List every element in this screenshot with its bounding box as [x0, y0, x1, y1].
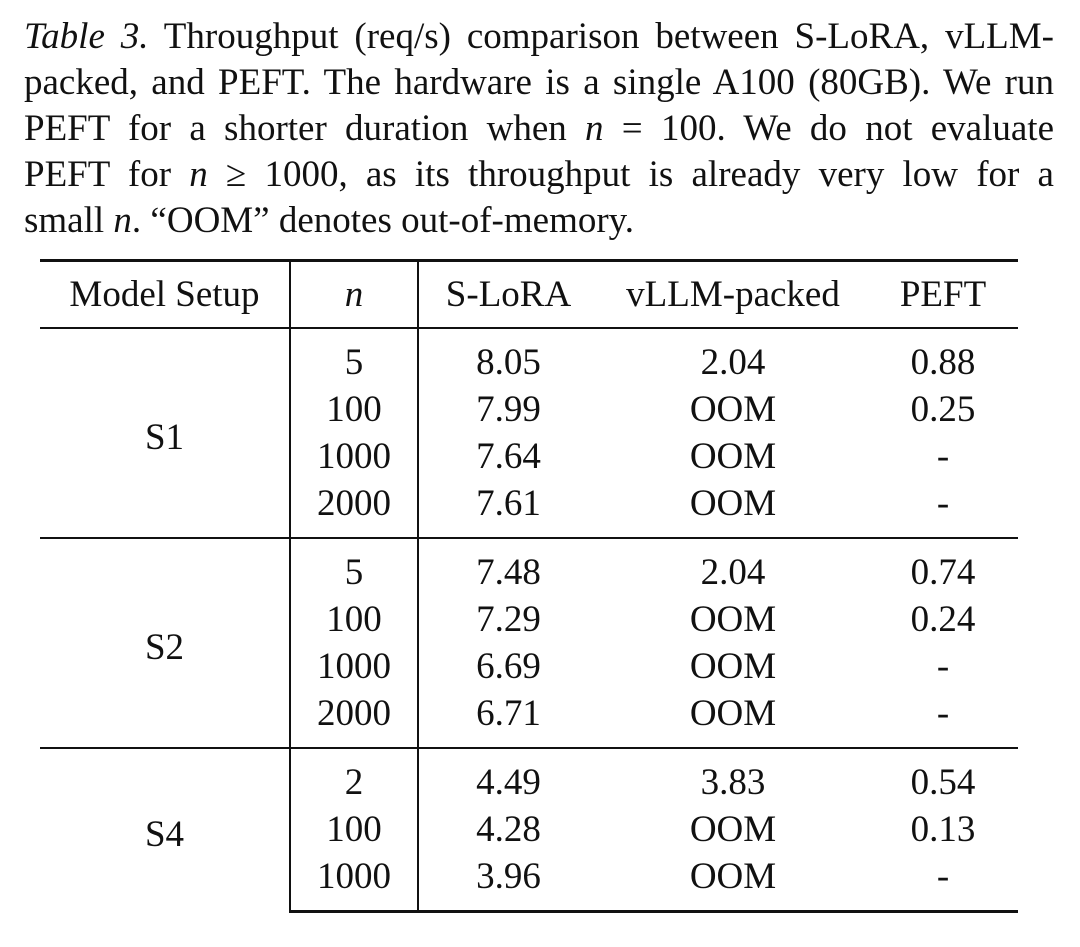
caption-math-100: 100 [660, 108, 717, 149]
vllm-cell: OOM [689, 645, 777, 687]
caption-math-eq: = [603, 108, 661, 149]
slora-cell: 7.48 [418, 536, 598, 596]
caption-text-5: small [24, 200, 114, 241]
vllm-cell: OOM [689, 598, 777, 640]
caption-line-5: small n. “OOM” denotes out-of-memory. [24, 198, 1054, 244]
slora-cell: 4.28 [476, 808, 541, 850]
peft-cell: - [936, 645, 950, 687]
header-slora: S-LoRA [418, 259, 598, 329]
caption-math-n: n [113, 200, 132, 241]
peft-cell: 0.25 [910, 388, 976, 430]
table-header: Model Setup n S-LoRA vLLM-packed PEFT [40, 259, 1018, 329]
slora-cell: 7.29 [476, 598, 541, 640]
peft-cell: 0.74 [868, 536, 1018, 596]
header-row: Model Setup n S-LoRA vLLM-packed PEFT [40, 259, 1018, 329]
caption-text-2: packed, and PEFT. The hardware is a sing… [24, 62, 1054, 103]
n-cell: 100 [290, 595, 419, 643]
peft-cell: 0.54 [868, 746, 1018, 806]
model-setup-cell: S4 [40, 746, 291, 911]
n-cell: 100 [290, 385, 419, 433]
caption-text-1: Throughput (req/s) comparison between S-… [148, 16, 1055, 57]
vllm-cell: OOM [689, 482, 777, 524]
slora-cell: 6.71 [476, 692, 541, 734]
peft-cell: - [936, 482, 950, 524]
table-row: 100 7.99 OOM 0.25 [40, 385, 1018, 433]
header-model-setup: Model Setup [40, 259, 291, 329]
caption-line-2: packed, and PEFT. The hardware is a sing… [24, 60, 1054, 106]
slora-cell: 7.61 [476, 482, 541, 524]
slora-cell: 8.05 [476, 341, 541, 383]
group-s4: S4 2 4.49 3.83 0.54 100 4.28 OOM 0.13 10… [40, 746, 1018, 913]
caption-line-3: PEFT for a shorter duration when n = 100… [24, 106, 1054, 152]
n-cell: 1000 [290, 852, 419, 913]
caption-math-geq: ≥ [207, 154, 265, 195]
n-cell: 2 [290, 746, 419, 806]
header-vllm-packed: vLLM-packed [598, 259, 868, 329]
slora-cell: 3.96 [418, 852, 598, 913]
caption-text-4: PEFT for [24, 154, 190, 195]
n-cell: 100 [290, 805, 419, 853]
n-cell: 1000 [290, 642, 419, 690]
vllm-cell: OOM [689, 808, 777, 850]
n-cell: 5 [290, 327, 419, 386]
table-row: 100 4.28 OOM 0.13 [40, 805, 1018, 853]
table-row: S4 2 4.49 3.83 0.54 [40, 746, 1018, 911]
caption-math-n: n [189, 154, 208, 195]
n-cell: 1000 [290, 432, 419, 480]
table-row: 1000 3.96 OOM - [40, 852, 1018, 913]
vllm-cell: OOM [689, 388, 777, 430]
table-row: S2 5 7.48 2.04 0.74 [40, 536, 1018, 748]
caption-line-4: PEFT for n ≥ 1000, as its throughput is … [24, 152, 1054, 198]
caption-label: Table 3. [24, 16, 149, 57]
header-n: n [290, 259, 419, 329]
slora-cell: 4.49 [418, 746, 598, 806]
vllm-cell: OOM [689, 692, 777, 734]
vllm-cell: OOM [689, 435, 777, 477]
peft-cell: 0.88 [910, 341, 976, 383]
vllm-cell: 3.83 [598, 746, 868, 806]
peft-cell: 0.13 [910, 808, 976, 850]
table-row: 1000 7.64 OOM - [40, 432, 1018, 480]
throughput-table: Model Setup n S-LoRA vLLM-packed PEFT S1… [40, 259, 1018, 913]
model-setup-cell: S1 [40, 327, 291, 538]
caption-text-3: PEFT for a shorter duration when [24, 108, 586, 149]
slora-cell: 6.69 [476, 645, 541, 687]
n-cell: 2000 [290, 479, 419, 538]
vllm-cell: 2.04 [700, 341, 766, 383]
vllm-cell: OOM [598, 852, 868, 913]
peft-cell: - [936, 692, 950, 734]
caption-text-3-rest: . We do not evaluate [716, 108, 1054, 149]
n-cell: 2000 [290, 689, 419, 748]
slora-cell: 7.64 [476, 435, 541, 477]
caption-math-1000: 1000 [264, 154, 339, 195]
header-peft: PEFT [868, 259, 1018, 329]
table-row: 100 7.29 OOM 0.24 [40, 595, 1018, 643]
peft-cell: - [868, 852, 1018, 913]
table-row: 2000 6.71 OOM - [40, 689, 1018, 748]
model-setup-cell: S2 [40, 536, 291, 748]
caption-math-n: n [585, 108, 604, 149]
vllm-cell: 2.04 [598, 536, 868, 596]
caption-line-1: Table 3. Throughput (req/s) comparison b… [24, 14, 1054, 60]
peft-cell: 0.24 [910, 598, 976, 640]
table-caption: Table 3. Throughput (req/s) comparison b… [24, 14, 1054, 244]
group-s2: S2 5 7.48 2.04 0.74 100 7.29 OOM 0.24 10… [40, 536, 1018, 748]
table-row: S1 5 8.05 2.04 0.88 [40, 327, 1018, 538]
caption-text-4-rest: , as its throughput is already very low … [338, 154, 1054, 195]
caption-text-5-rest: . “OOM” denotes out-of-memory. [131, 200, 635, 241]
table-row: 1000 6.69 OOM - [40, 642, 1018, 690]
peft-cell: - [936, 435, 950, 477]
n-cell: 5 [290, 536, 419, 596]
table-row: 2000 7.61 OOM - [40, 479, 1018, 538]
slora-cell: 7.99 [476, 388, 541, 430]
group-s1: S1 5 8.05 2.04 0.88 100 7.99 OOM 0.25 10… [40, 327, 1018, 538]
